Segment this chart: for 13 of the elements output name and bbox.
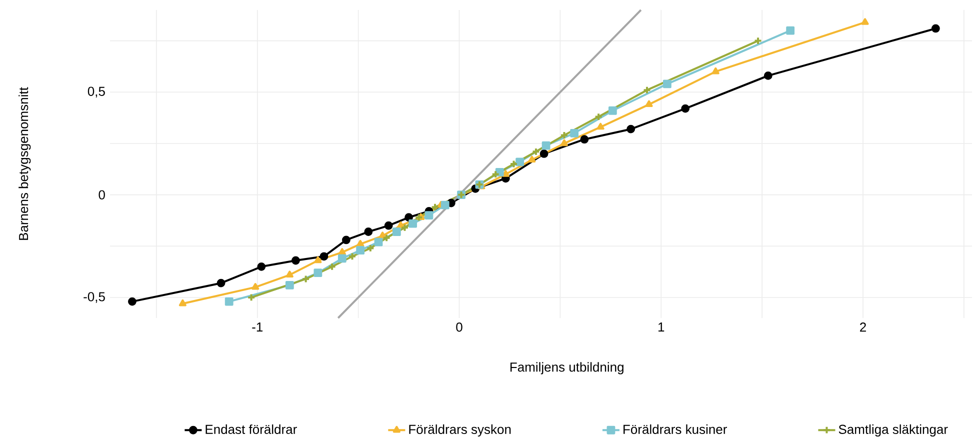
y-tick-label: 0 <box>98 190 105 200</box>
legend-label: Endast föräldrar <box>206 424 297 434</box>
x-tick-label: 0 <box>456 322 462 332</box>
y-axis-title: Barnens betygsgenomsnitt <box>18 87 31 240</box>
x-axis-title: Familjens utbildning <box>510 362 624 374</box>
x-tick-label: -1 <box>252 322 263 332</box>
legend-label: Föräldrars kusiner <box>624 424 727 434</box>
x-tick-label: 2 <box>860 322 866 332</box>
x-tick-label: 1 <box>658 322 664 332</box>
legend-label: Samtliga släktingar <box>838 424 948 437</box>
y-tick-label: 0,5 <box>88 86 105 98</box>
legend-label: Föräldrars syskon <box>409 424 511 437</box>
y-tick-label: -0,5 <box>84 292 105 303</box>
